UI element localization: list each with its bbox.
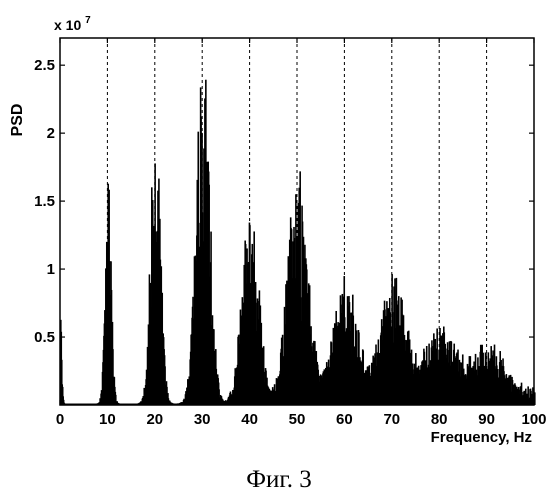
y-tick-label: 1: [47, 261, 55, 278]
figure-caption: Фиг. 3: [0, 466, 558, 494]
y-tick-label: 2.5: [34, 57, 55, 74]
y-axis-label: PSD: [9, 104, 26, 137]
y-tick-label: 1.5: [34, 193, 55, 210]
x-tick-label: 40: [241, 411, 258, 428]
x-tick-label: 30: [194, 411, 211, 428]
x-axis-label: Frequency, Hz: [431, 429, 532, 446]
x-tick-label: 100: [521, 411, 546, 428]
y-tick-label: 0.5: [34, 329, 55, 346]
y-multiplier-label: x 10 7: [54, 15, 91, 33]
x-tick-label: 60: [336, 411, 353, 428]
x-tick-label: 50: [289, 411, 306, 428]
x-tick-label: 70: [383, 411, 400, 428]
y-multiplier-base: x 10: [54, 17, 81, 33]
psd-spectrum: [60, 80, 536, 405]
x-tick-label: 10: [99, 411, 116, 428]
y-multiplier-exponent: 7: [85, 15, 91, 26]
y-tick-label: 2: [47, 125, 55, 142]
x-tick-label: 20: [146, 411, 163, 428]
x-tick-label: 80: [431, 411, 448, 428]
x-tick-label: 90: [478, 411, 495, 428]
x-tick-label: 0: [56, 411, 64, 428]
